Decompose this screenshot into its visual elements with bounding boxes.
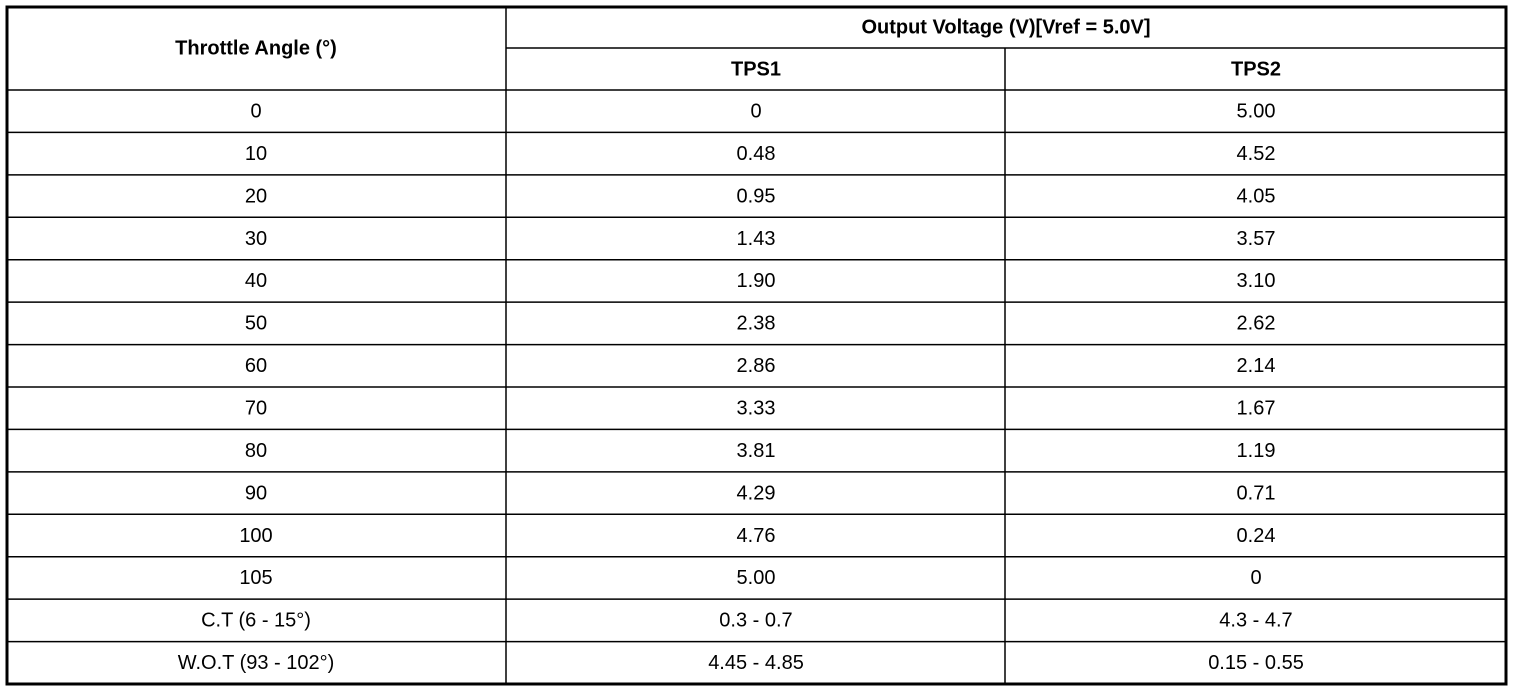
table-cell: 40 xyxy=(245,270,267,292)
table-cell: 4.29 xyxy=(737,482,776,504)
table-cell: 0 xyxy=(1250,567,1261,589)
table-cell: 4.76 xyxy=(737,525,776,547)
table-cell: 1.43 xyxy=(737,228,776,250)
table-cell: 60 xyxy=(245,355,267,377)
table-cell: 0.24 xyxy=(1237,525,1276,547)
table-border xyxy=(5,5,1508,686)
header-cell: Throttle Angle (°) xyxy=(175,37,337,59)
table-cell: 80 xyxy=(245,440,267,462)
table-cell: 3.33 xyxy=(737,397,776,419)
header-cell: TPS1 xyxy=(731,58,781,80)
table-cell: 105 xyxy=(239,567,272,589)
table-cell: 2.14 xyxy=(1237,355,1276,377)
table-cell: 5.00 xyxy=(737,567,776,589)
table-cell: 4.45 - 4.85 xyxy=(708,652,804,674)
table-cell: 90 xyxy=(245,482,267,504)
table-cell: 2.62 xyxy=(1237,313,1276,335)
table-cell: 100 xyxy=(239,525,272,547)
table-cell: 4.3 - 4.7 xyxy=(1219,610,1292,632)
table-cell: 1.19 xyxy=(1237,440,1276,462)
table-cell: 70 xyxy=(245,397,267,419)
table-cell: 0 xyxy=(750,100,761,122)
table-cell: C.T (6 - 15°) xyxy=(201,610,311,632)
table-cell: 0.3 - 0.7 xyxy=(719,610,792,632)
table-cell: 4.05 xyxy=(1237,185,1276,207)
table-cell: 20 xyxy=(245,185,267,207)
table-cell: 3.81 xyxy=(737,440,776,462)
table-cell: 0.71 xyxy=(1237,482,1276,504)
table-cell: 0.48 xyxy=(737,143,776,165)
table-cell: 2.86 xyxy=(737,355,776,377)
table-cell: 3.57 xyxy=(1237,228,1276,250)
table-cell: 4.52 xyxy=(1237,143,1276,165)
table-cell: 1.67 xyxy=(1237,397,1276,419)
table-cell: W.O.T (93 - 102°) xyxy=(178,652,335,674)
table-cell: 2.38 xyxy=(737,313,776,335)
table-cell: 1.90 xyxy=(737,270,776,292)
table-cell: 10 xyxy=(245,143,267,165)
table-cell: 50 xyxy=(245,313,267,335)
table-cell: 0.95 xyxy=(737,185,776,207)
header-cell: Output Voltage (V)[Vref = 5.0V] xyxy=(861,16,1150,38)
table-cell: 5.00 xyxy=(1237,100,1276,122)
header-cell: TPS2 xyxy=(1231,58,1281,80)
table-cell: 0.15 - 0.55 xyxy=(1208,652,1304,674)
table-cell: 0 xyxy=(250,100,261,122)
table-cell: 3.10 xyxy=(1237,270,1276,292)
table-cell: 30 xyxy=(245,228,267,250)
